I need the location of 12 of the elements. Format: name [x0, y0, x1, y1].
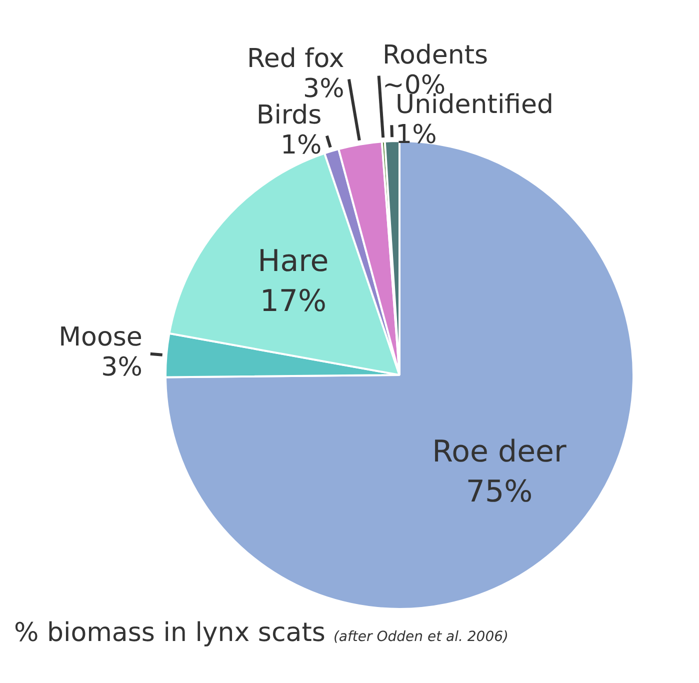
data-label: 1%	[396, 120, 437, 150]
data-label: 75%	[466, 474, 533, 510]
data-label: 3%	[101, 352, 142, 382]
slice-label: Hare	[258, 244, 329, 280]
text: % biomass in lynx scats	[14, 618, 326, 648]
slice-label: Red fox	[246, 44, 344, 74]
slice-label: Rodents	[382, 40, 488, 70]
slice-label: Moose	[58, 322, 142, 352]
data-label: 1%	[280, 130, 322, 161]
slice-label: Roe deer	[432, 434, 567, 470]
data-label: 17%	[260, 284, 327, 320]
text: (after Odden et al. 2006)	[333, 629, 508, 645]
